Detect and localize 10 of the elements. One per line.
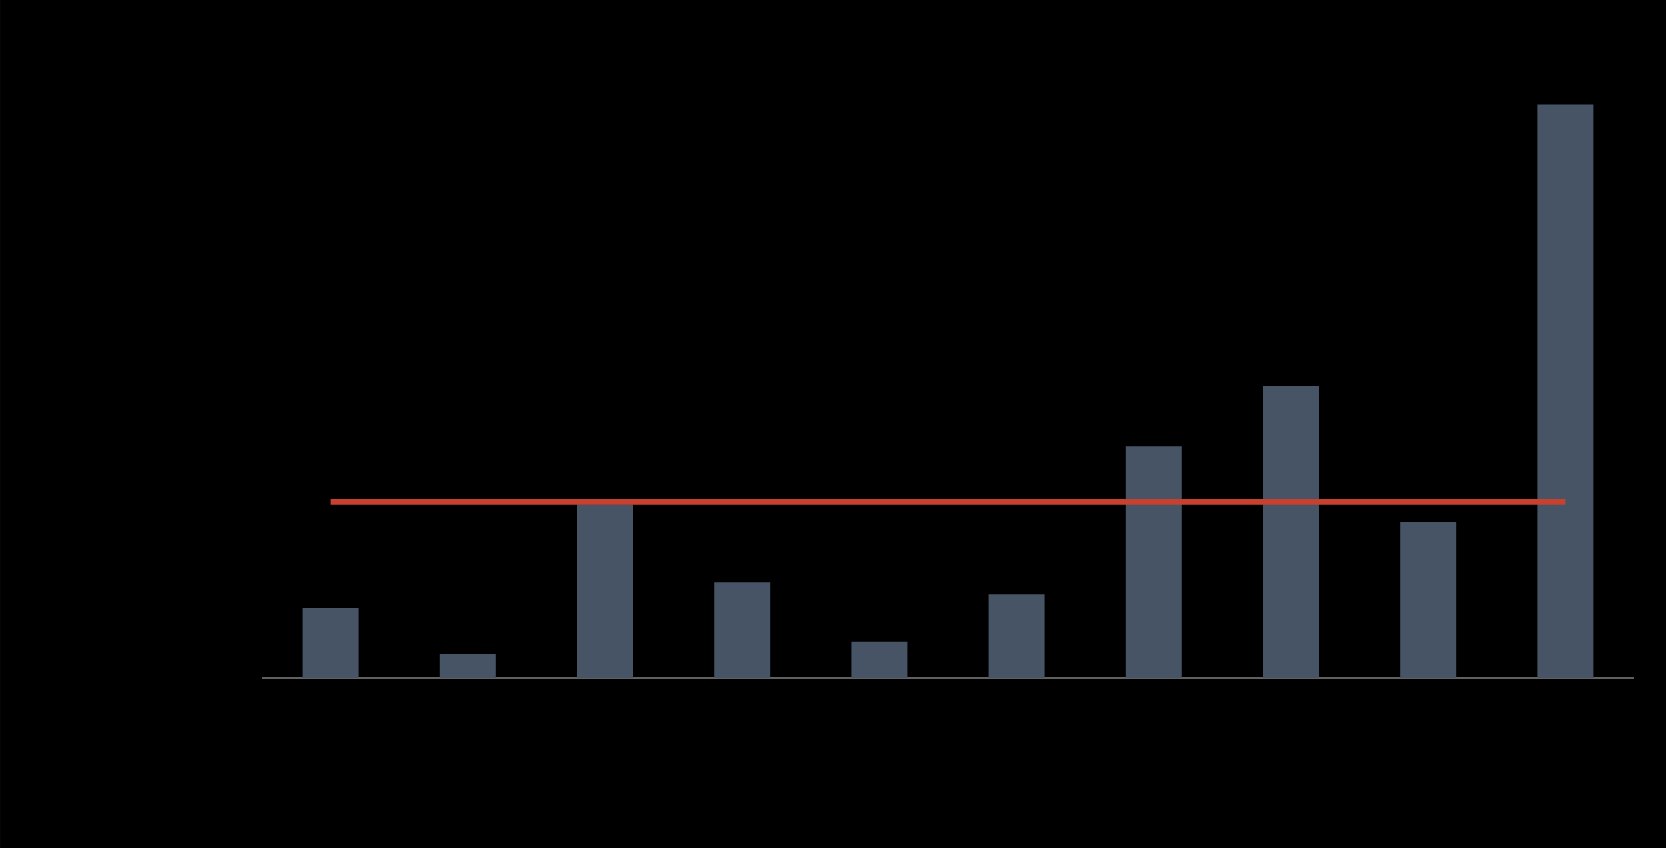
bar bbox=[988, 594, 1045, 678]
bar bbox=[1262, 386, 1319, 678]
bar bbox=[577, 504, 633, 678]
bar bbox=[439, 653, 496, 678]
bar bbox=[1125, 446, 1182, 678]
bar bbox=[1537, 104, 1594, 678]
bar bbox=[302, 607, 359, 678]
bar bbox=[1400, 521, 1457, 678]
bar bbox=[851, 641, 908, 678]
bar bbox=[714, 582, 771, 678]
